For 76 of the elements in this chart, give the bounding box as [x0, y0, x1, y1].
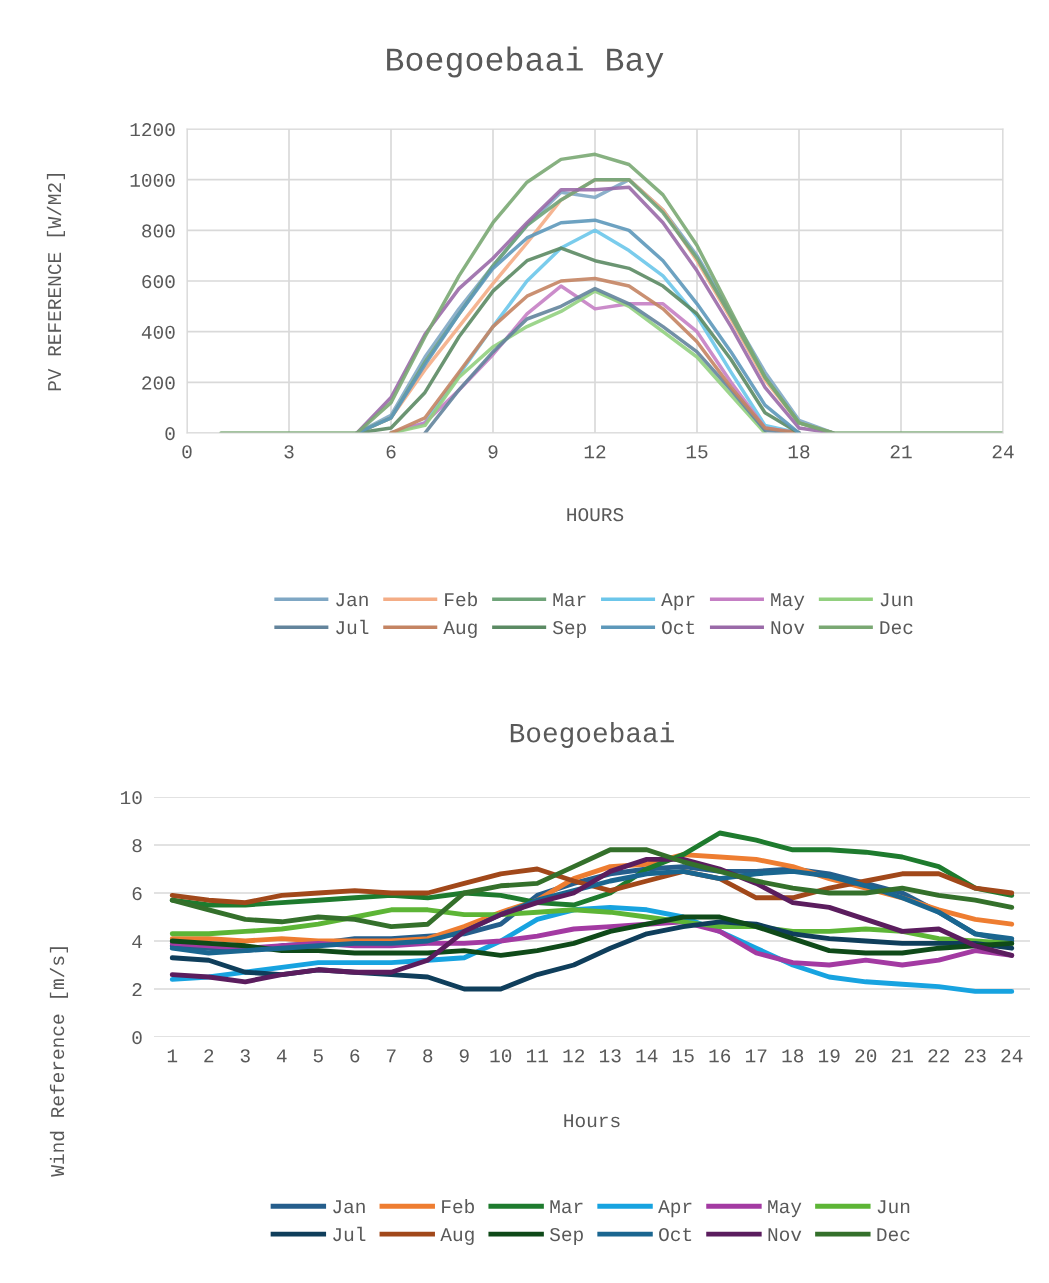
legend-label: Jul: [333, 1226, 366, 1242]
y-tick-label: 2: [132, 983, 142, 997]
legend-label: Jan: [333, 1200, 365, 1214]
y-tick-label: 1200: [130, 123, 175, 137]
x-tick-label: 10: [490, 1049, 512, 1063]
x-tick-label: 18: [788, 445, 810, 459]
y-tick-label: 10: [120, 791, 142, 805]
x-tick-label: 2: [204, 1049, 214, 1063]
x-tick-label: 15: [686, 445, 708, 459]
legend-label: Sep: [549, 1227, 583, 1245]
x-tick-label: 11: [526, 1049, 548, 1063]
x-tick-label: 9: [488, 445, 498, 459]
x-tick-label: 0: [182, 445, 192, 459]
legend-label: Nov: [771, 621, 805, 635]
x-tick-label: 24: [992, 445, 1014, 459]
legend-label: Aug: [440, 1228, 474, 1245]
x-tick-label: 14: [636, 1049, 658, 1063]
y-tick-label: 800: [142, 224, 175, 238]
x-tick-label: 5: [313, 1049, 323, 1063]
legend-label: Oct: [662, 620, 695, 635]
legend-label: Apr: [661, 593, 695, 611]
legend-label: Dec: [880, 621, 913, 635]
x-tick-label: 19: [818, 1049, 840, 1063]
x-tick-label: 21: [891, 1049, 913, 1063]
x-tick-label: 24: [1001, 1049, 1023, 1063]
legend-label: Dec: [877, 1228, 910, 1242]
y-tick-label: 0: [165, 427, 175, 441]
y-tick-label: 600: [142, 275, 175, 289]
x-tick-label: 20: [855, 1049, 877, 1063]
y-axis-title: PV REFERENCE [W/M2]: [46, 174, 65, 391]
legend-label: Jul: [336, 619, 369, 635]
y-tick-label: 8: [132, 839, 142, 853]
legend-label: Mar: [550, 1200, 583, 1214]
x-tick-label: 22: [928, 1049, 950, 1063]
legend-label: May: [768, 1200, 802, 1218]
y-tick-label: 6: [132, 887, 142, 901]
x-tick-label: 9: [459, 1049, 469, 1063]
legend-label: Oct: [659, 1227, 692, 1242]
legend-label: Feb: [445, 592, 477, 607]
legend-label: May: [771, 593, 805, 611]
x-tick-label: 23: [964, 1049, 986, 1063]
x-tick-label: 4: [276, 1049, 287, 1063]
y-tick-label: 1000: [130, 173, 175, 187]
legend-label: Mar: [553, 593, 586, 607]
x-axis-title: Hours: [564, 1114, 620, 1128]
x-tick-label: 21: [890, 445, 912, 459]
x-tick-label: 17: [745, 1049, 767, 1063]
x-tick-label: 12: [563, 1049, 585, 1063]
legend-label: Apr: [658, 1200, 692, 1218]
y-tick-label: 200: [142, 376, 175, 390]
y-axis-title: Wind Reference [m/s]: [49, 947, 68, 1177]
x-tick-label: 15: [672, 1049, 694, 1063]
x-tick-label: 1: [167, 1049, 178, 1063]
legend-label: Nov: [768, 1228, 802, 1242]
chart-title: Boegoebaai Bay: [387, 46, 664, 78]
x-axis-title: HOURS: [567, 508, 624, 522]
x-tick-label: 7: [386, 1049, 396, 1063]
x-tick-label: 3: [284, 445, 294, 459]
x-tick-label: 8: [423, 1049, 433, 1063]
x-tick-label: 13: [599, 1049, 621, 1063]
chart-title: Boegoebaai: [510, 722, 674, 748]
y-tick-label: 400: [141, 325, 175, 339]
x-tick-label: 18: [782, 1049, 804, 1063]
x-tick-label: 16: [709, 1049, 731, 1063]
y-tick-label: 0: [132, 1031, 142, 1045]
legend-label: Sep: [552, 620, 586, 638]
x-tick-label: 6: [386, 445, 396, 459]
y-tick-label: 4: [132, 935, 142, 949]
x-tick-label: 3: [240, 1049, 250, 1063]
legend-label: Feb: [442, 1199, 474, 1214]
legend-label: Aug: [443, 621, 477, 638]
x-tick-label: 6: [350, 1049, 360, 1063]
legend-label: Jun: [880, 593, 913, 607]
legend-label: Jan: [336, 593, 368, 607]
legend-label: Jun: [877, 1200, 910, 1214]
x-tick-label: 12: [584, 445, 606, 459]
